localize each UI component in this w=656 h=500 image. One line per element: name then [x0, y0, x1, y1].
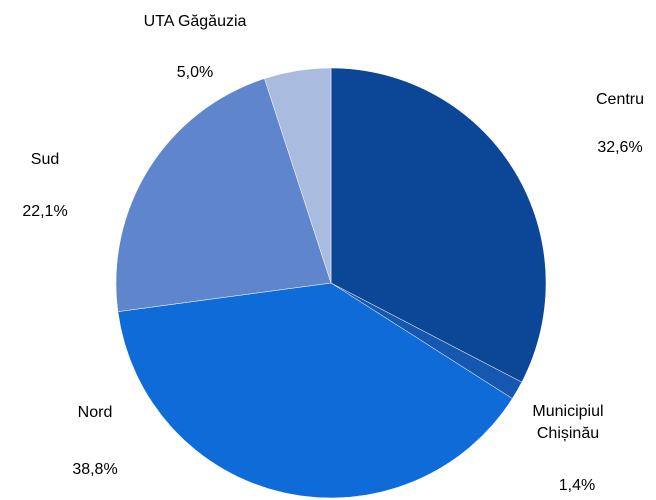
slice-name: Nord: [77, 404, 113, 421]
slice-value-label: 5,0%: [176, 64, 214, 81]
slice-value-label: 22,1%: [22, 203, 68, 220]
slice-name: Municipiul Chișinău: [532, 403, 604, 442]
pie-slice: [117, 282, 513, 499]
slice-value-label: 38,8%: [72, 461, 118, 478]
pie-slice: [264, 67, 332, 284]
slice-name: Centru: [595, 91, 645, 108]
slice-value-label: 32,6%: [597, 139, 643, 156]
slice-value-label: 1,4%: [558, 477, 596, 494]
slice-name: UTA Găgăuzia: [143, 13, 247, 30]
pie-slice: [115, 78, 332, 312]
pie-slice: [330, 67, 547, 383]
slice-name: Sud: [30, 151, 60, 168]
